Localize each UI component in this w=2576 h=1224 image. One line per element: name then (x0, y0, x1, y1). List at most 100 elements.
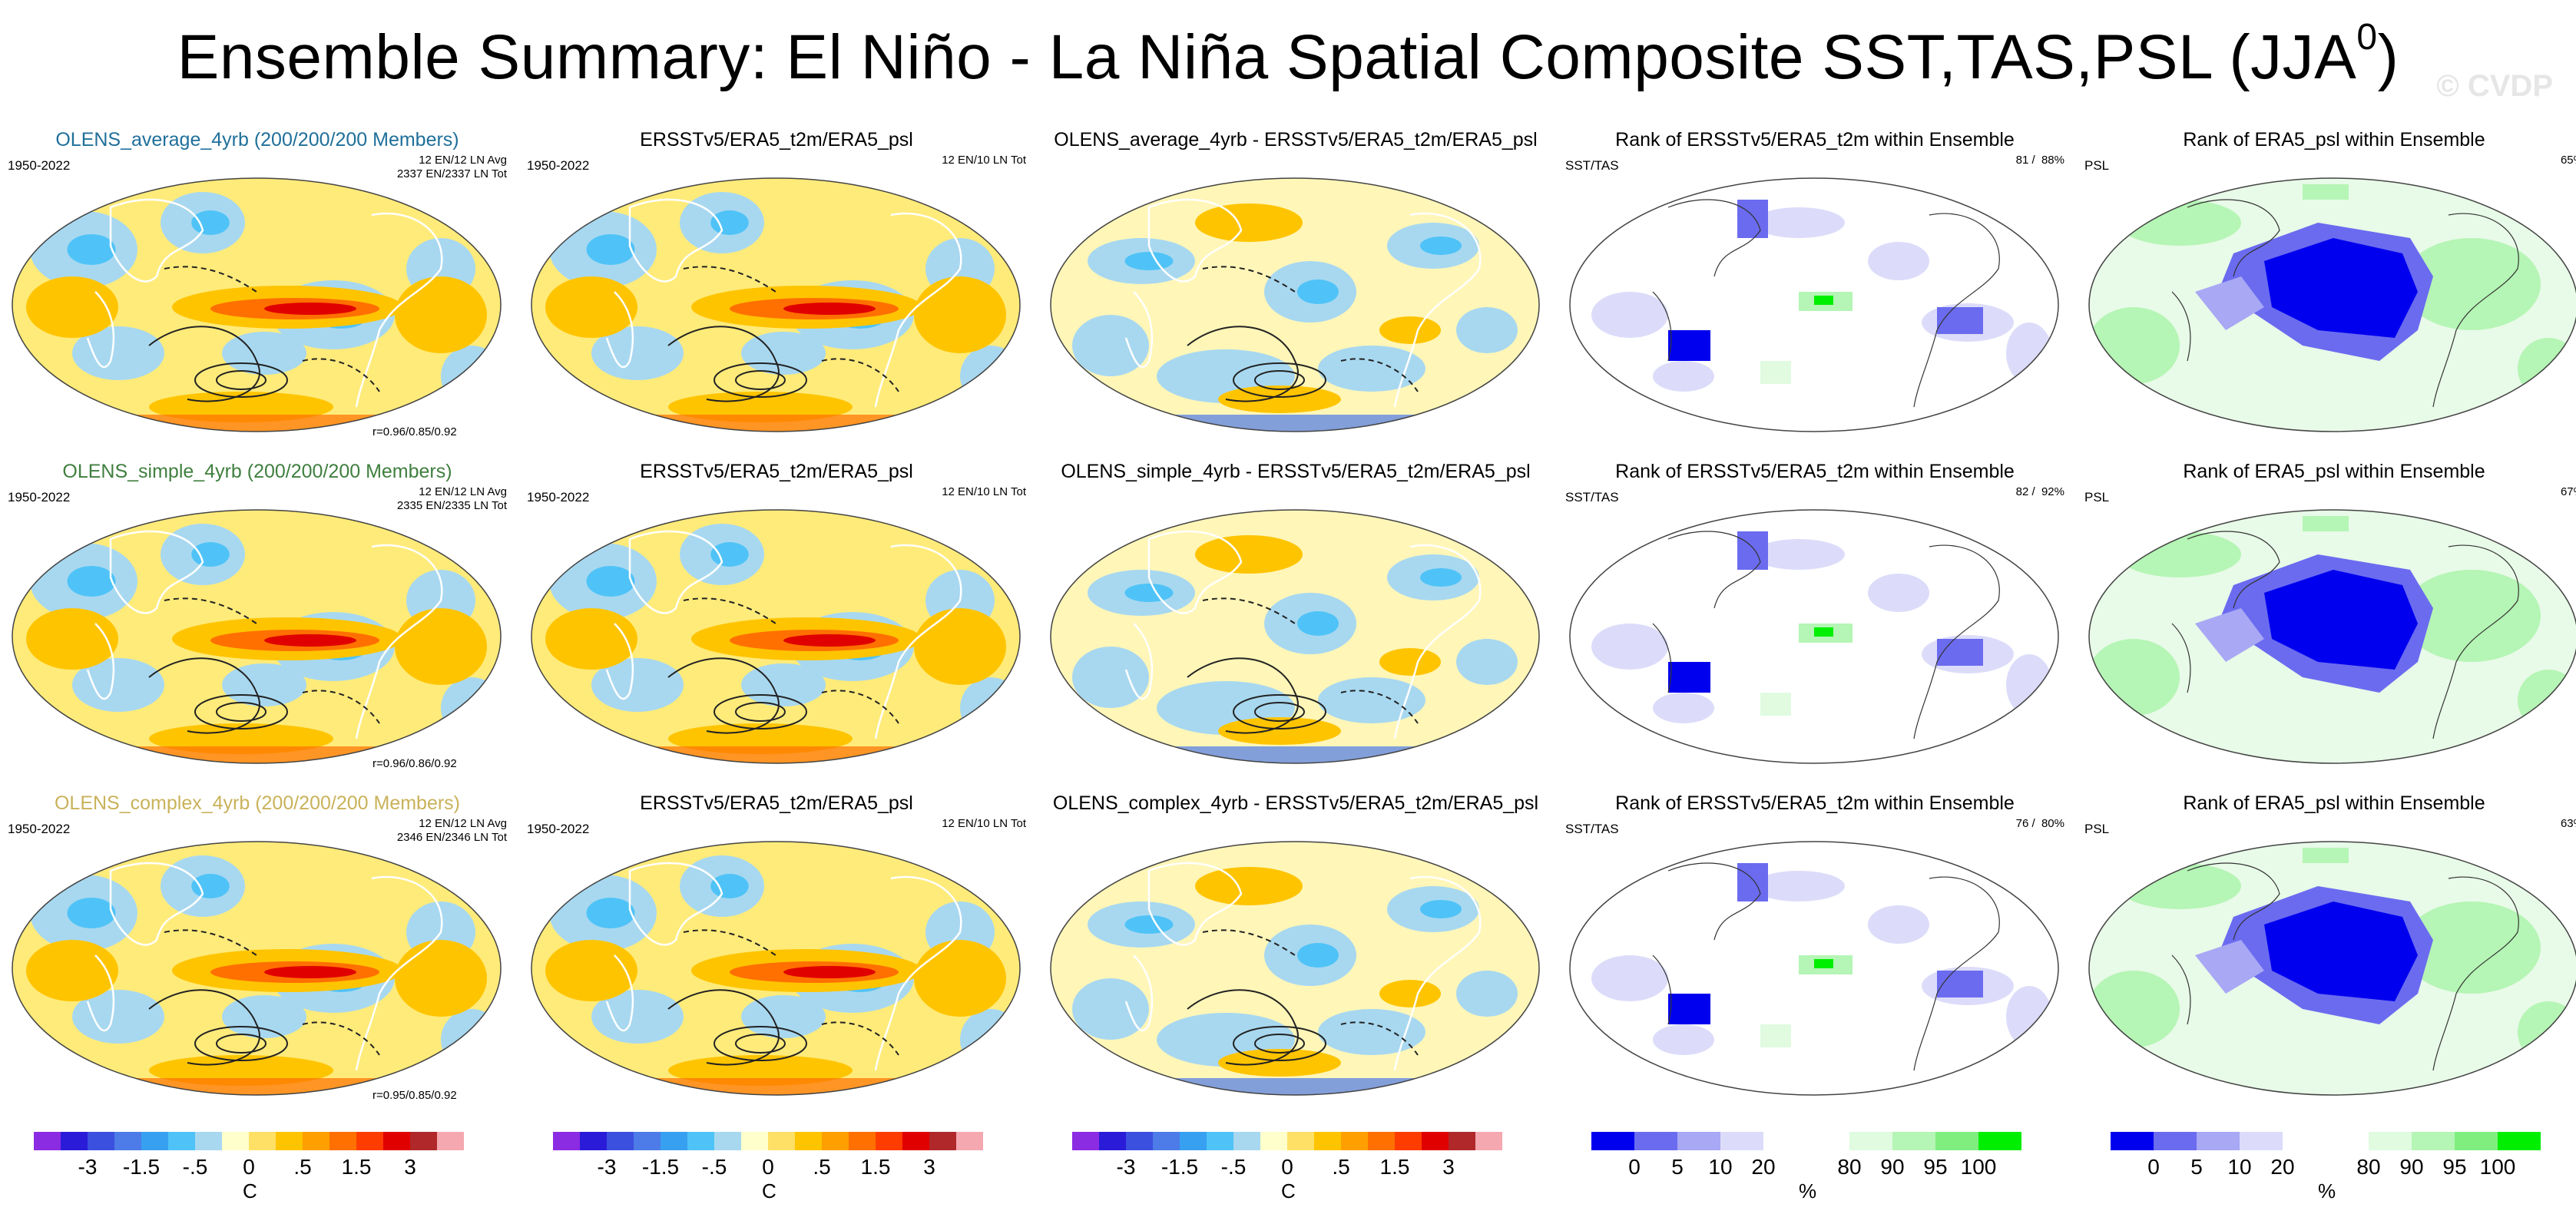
colorbar-swatch (249, 1132, 276, 1150)
colorbar-swatch (2197, 1132, 2240, 1150)
rank-map (2088, 841, 2576, 1096)
panel-title: OLENS_average_4yrb (200/200/200 Members) (55, 129, 459, 151)
colorbar-swatch (2283, 1132, 2326, 1150)
panel-title: Rank of ERSSTv5/ERA5_t2m within Ensemble (1615, 792, 2015, 814)
map-panel-r2-c1: OLENS_simple_4yrb (200/200/200 Members) 1… (0, 461, 515, 783)
colorbar-tick-label: 10 (1708, 1155, 1733, 1179)
map-panel-r1-c5: Rank of ERA5_psl within Ensemble PSL 65% (2077, 129, 2576, 452)
colorbar-tick-label: 20 (2270, 1155, 2295, 1179)
panel-left-label: PSL (2084, 158, 2110, 173)
panel-title: OLENS_simple_4yrb (200/200/200 Members) (62, 461, 452, 482)
map-panel-r2-c5: Rank of ERA5_psl within Ensemble PSL 67% (2077, 461, 2576, 783)
map-panel-r1-c2: ERSSTv5/ERA5_t2m/ERA5_psl 1950-2022 12 EN/… (519, 129, 1034, 452)
colorbar-swatch (168, 1132, 196, 1150)
temperature-colorbar: -3 -1.5 -.5 0 .5 1.5 3 C (34, 1132, 464, 1224)
map-panel-r2-c3: OLENS_simple_4yrb - ERSSTv5/ERA5_t2m/ERA… (1038, 461, 1553, 783)
colorbar-swatch (687, 1132, 715, 1150)
temperature-anomaly-map (12, 841, 502, 1096)
colorbar-unit-label: % (2318, 1179, 2336, 1202)
panel-right-label: 12 EN/10 LN Tot (942, 154, 1026, 167)
colorbar-swatch (1099, 1132, 1127, 1150)
colorbar-swatch (607, 1132, 634, 1150)
pattern-correlation-label: r=0.95/0.85/0.92 (372, 1089, 457, 1102)
colorbar-swatch (634, 1132, 661, 1150)
colorbar-swatch (114, 1132, 142, 1150)
colorbar-swatch (303, 1132, 330, 1150)
cvdp-watermark: © CVDP (2436, 69, 2553, 103)
colorbar-swatch (1368, 1132, 1396, 1150)
colorbar-swatch (1892, 1132, 1936, 1150)
colorbar-tick-label: 90 (1880, 1155, 1905, 1179)
panel-title: Rank of ERA5_psl within Ensemble (2183, 792, 2485, 814)
colorbar-swatch (195, 1132, 223, 1150)
panel-right-label: 76 / 80% (2015, 817, 2064, 830)
colorbar-tick-label: -1.5 (122, 1155, 161, 1179)
colorbar-swatch (1677, 1132, 1721, 1150)
colorbar-tick-label: 90 (2399, 1155, 2424, 1179)
colorbar-swatch (1806, 1132, 1850, 1150)
colorbar-tick-label: 100 (1960, 1155, 1997, 1179)
colorbar-swatch (902, 1132, 930, 1150)
colorbar-tick-label: 0 (1281, 1155, 1293, 1179)
panel-left-label: PSL (2084, 822, 2110, 836)
panel-left-label: PSL (2084, 490, 2110, 504)
rank-map (1569, 841, 2059, 1096)
colorbar-unit-label: C (1281, 1179, 1296, 1202)
panel-right-label: 65% (2560, 154, 2576, 167)
panel-left-label: 1950-2022 (8, 158, 71, 173)
temperature-anomaly-map (531, 177, 1021, 432)
sst-anomaly-field (531, 842, 1020, 1095)
rank-field (2089, 178, 2576, 432)
colorbar-tick-label: -.5 (182, 1155, 208, 1179)
colorbar-swatch (849, 1132, 876, 1150)
colorbar-tick-label: 100 (2479, 1155, 2516, 1179)
panel-right-label: 82 / 92% (2015, 485, 2064, 498)
panel-left-label: 1950-2022 (8, 822, 71, 836)
colorbar-swatch (1314, 1132, 1342, 1150)
panel-title: OLENS_average_4yrb - ERSSTv5/ERA5_t2m/ER… (1054, 129, 1538, 151)
colorbar-swatch (1287, 1132, 1315, 1150)
sst-anomaly-field (531, 178, 1020, 432)
panel-left-label: 1950-2022 (8, 490, 71, 504)
colorbar-swatch (1935, 1132, 1979, 1150)
colorbar-swatch (2455, 1132, 2498, 1150)
sst-anomaly-field (1051, 510, 1539, 763)
colorbar-swatch (88, 1132, 115, 1150)
map-panel-r3-c1: OLENS_complex_4yrb (200/200/200 Members)… (0, 792, 515, 1115)
figure-title-close: ) (2377, 22, 2399, 92)
panel-right-label: 12 EN/10 LN Tot (942, 817, 1026, 830)
panel-left-label: 1950-2022 (527, 158, 590, 173)
colorbar-tick-label: 3 (1442, 1155, 1455, 1179)
colorbar-swatch (1395, 1132, 1422, 1150)
colorbar-swatch (2498, 1132, 2541, 1150)
map-panel-r1-c1: OLENS_average_4yrb (200/200/200 Members)… (0, 129, 515, 452)
colorbar-swatch (741, 1132, 769, 1150)
colorbar-swatch (929, 1132, 957, 1150)
panel-title: ERSSTv5/ERA5_t2m/ERA5_psl (640, 129, 913, 151)
temperature-anomaly-map (531, 841, 1021, 1096)
rank-field (1570, 842, 2058, 1095)
colorbar-tick-label: 3 (404, 1155, 416, 1179)
panel-left-label: SST/TAS (1565, 490, 1619, 504)
colorbar-tick-label: 5 (2190, 1155, 2203, 1179)
panel-left-label: SST/TAS (1565, 158, 1619, 173)
colorbar-tick-label: .5 (813, 1155, 831, 1179)
map-panel-r3-c2: ERSSTv5/ERA5_t2m/ERA5_psl 1950-2022 12 EN/… (519, 792, 1034, 1115)
colorbar-swatch (1978, 1132, 2021, 1150)
rank-field (2089, 510, 2576, 763)
colorbar-swatch (768, 1132, 796, 1150)
panel-right-label: 12 EN/12 LN Avg 2346 EN/2346 LN Tot (396, 817, 507, 844)
panel-title: ERSSTv5/ERA5_t2m/ERA5_psl (640, 461, 913, 482)
map-panel-r2-c4: Rank of ERSSTv5/ERA5_t2m within Ensemble… (1558, 461, 2072, 783)
rank-colorbar: 0 5 10 20 80 90 95 100% (2111, 1132, 2541, 1224)
map-panel-r3-c5: Rank of ERA5_psl within Ensemble PSL 63% (2077, 792, 2576, 1115)
colorbar-swatch (1341, 1132, 1369, 1150)
panel-right-label: 12 EN/12 LN Avg 2337 EN/2337 LN Tot (396, 154, 507, 180)
colorbar-tick-label: 0 (1628, 1155, 1641, 1179)
panel-title: Rank of ERA5_psl within Ensemble (2183, 461, 2485, 482)
rank-map (2088, 177, 2576, 432)
colorbar-tick-label: -3 (597, 1155, 617, 1179)
panel-right-label: 12 EN/12 LN Avg 2335 EN/2335 LN Tot (396, 485, 507, 512)
colorbar-tick-label: -1.5 (641, 1155, 680, 1179)
colorbar-swatch (822, 1132, 849, 1150)
